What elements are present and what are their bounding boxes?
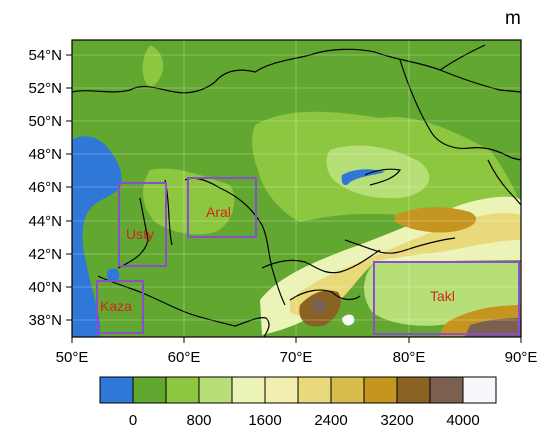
tianshan-mid-elevation	[290, 213, 521, 316]
colorbar-tick-label: 4000	[446, 412, 479, 429]
longitude-axis	[71, 337, 522, 343]
region-label-takl: Takl	[430, 288, 455, 304]
region-box-kaza	[96, 280, 144, 334]
lat-tick-label: 46°N	[28, 179, 62, 196]
lat-tick-label: 52°N	[28, 80, 62, 97]
lon-tick-label: 50°E	[56, 349, 89, 366]
unit-label: m	[505, 8, 521, 29]
colorbar-swatch	[99, 376, 134, 404]
pamir-peak-elevation	[311, 298, 327, 315]
region-label-aral: Aral	[206, 204, 231, 220]
colorbar: 0 800 1600 2400 3200 4000	[99, 376, 497, 429]
lon-tick-label: 80°E	[393, 349, 426, 366]
lat-tick-label: 54°N	[28, 47, 62, 64]
kara-bogaz-gol	[106, 268, 120, 282]
colorbar-tick-label: 3200	[380, 412, 413, 429]
lat-tick-label: 44°N	[28, 213, 62, 230]
colorbar-swatch	[462, 376, 497, 404]
latitude-axis	[66, 54, 72, 321]
region-box-usty	[118, 182, 167, 267]
lat-tick-label: 42°N	[28, 246, 62, 263]
region-box-takl	[373, 261, 520, 335]
colorbar-swatch	[429, 376, 464, 404]
colorbar-swatch	[264, 376, 299, 404]
lon-tick-label: 90°E	[505, 349, 538, 366]
map-panel	[72, 40, 521, 337]
colorbar-swatch	[297, 376, 332, 404]
lat-tick-label: 40°N	[28, 279, 62, 296]
colorbar-swatch	[330, 376, 365, 404]
colorbar-tick-label: 2400	[314, 412, 347, 429]
colorbar-swatch	[231, 376, 266, 404]
tianshan-high-elevation	[395, 207, 477, 233]
northern-plain-terrain	[142, 45, 164, 88]
colorbar-swatch	[363, 376, 398, 404]
colorbar-swatch	[132, 376, 167, 404]
colorbar-swatch	[396, 376, 431, 404]
colorbar-tick-label: 1600	[248, 412, 281, 429]
colorbar-tick-label: 0	[129, 412, 137, 429]
lat-tick-label: 50°N	[28, 113, 62, 130]
region-label-usty: Usty	[126, 226, 154, 242]
lat-tick-label: 38°N	[28, 312, 62, 329]
lake-balkhash	[341, 169, 385, 186]
lat-tick-label: 48°N	[28, 146, 62, 163]
region-label-kaza: Kaza	[100, 298, 132, 314]
karakoram-peak-elevation	[465, 318, 521, 337]
lon-tick-label: 60°E	[168, 349, 201, 366]
colorbar-swatch	[165, 376, 200, 404]
country-borders	[72, 44, 521, 337]
colorbar-tick-label: 800	[186, 412, 211, 429]
region-box-aral	[187, 177, 257, 238]
graticule	[72, 40, 521, 337]
lon-tick-label: 70°E	[280, 349, 313, 366]
colorbar-swatch	[198, 376, 233, 404]
